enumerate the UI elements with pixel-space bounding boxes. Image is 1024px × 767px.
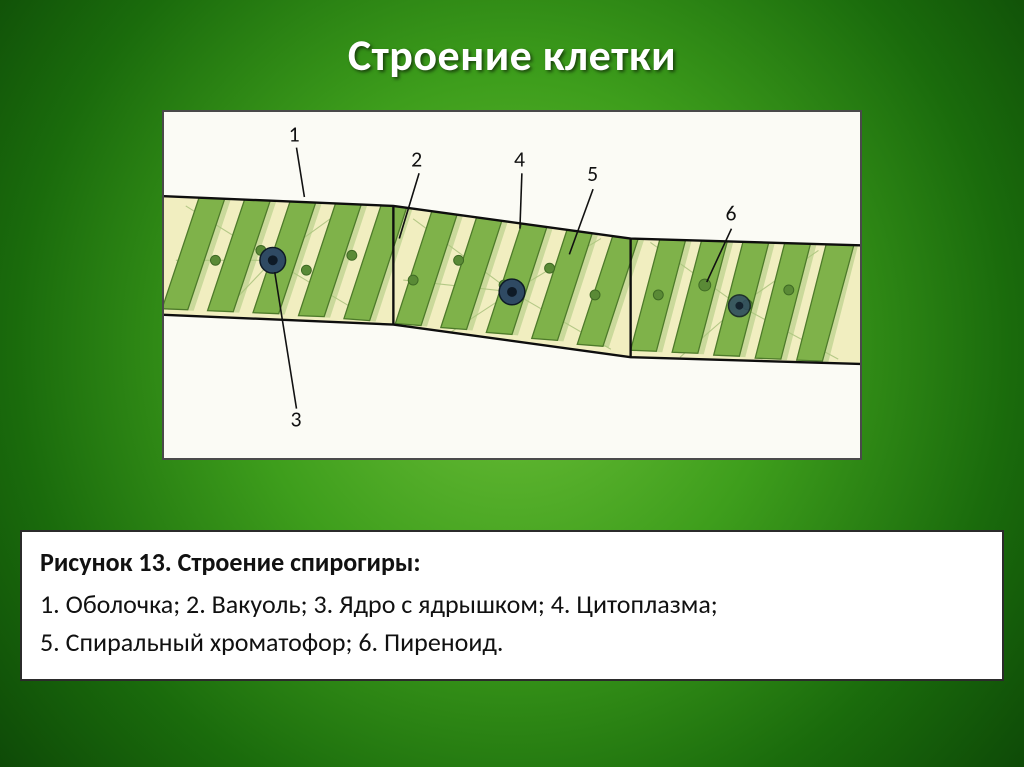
label-1: 1 [289, 121, 300, 148]
label-2: 2 [411, 145, 422, 172]
label-6: 6 [726, 200, 737, 227]
caption-heading: Рисунок 13. Строение спирогиры: [40, 546, 984, 578]
diagram-panel: 1 2 4 5 6 3 [162, 110, 862, 460]
spirogyra-diagram: 1 2 4 5 6 3 [164, 112, 860, 458]
caption-line-2: 5. Спиральный хроматофор; 6. Пиреноид. [40, 624, 984, 662]
caption-line-1: 1. Оболочка; 2. Вакуоль; 3. Ядро с ядрыш… [40, 586, 984, 624]
label-3: 3 [291, 405, 302, 432]
slide-root: Строение клетки [0, 0, 1024, 767]
label-4: 4 [514, 145, 525, 172]
page-title: Строение клетки [0, 28, 1024, 82]
label-5: 5 [587, 160, 598, 187]
caption-panel: Рисунок 13. Строение спирогиры: 1. Оболо… [20, 530, 1004, 681]
